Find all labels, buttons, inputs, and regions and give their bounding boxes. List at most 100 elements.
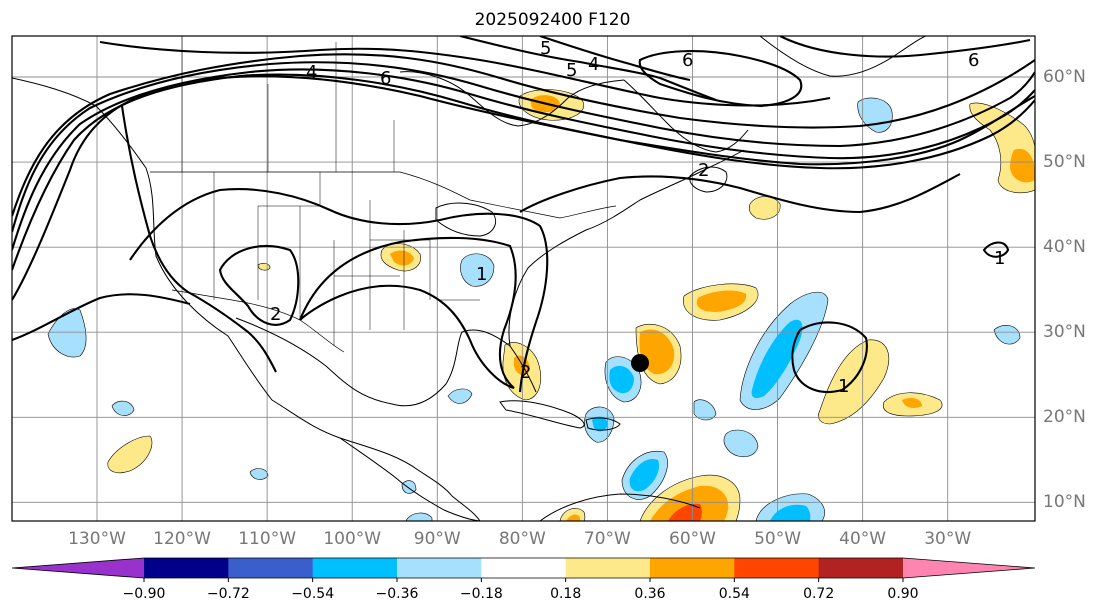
- anomaly-cool: [751, 319, 803, 398]
- latitude-label: 40°N: [1043, 237, 1086, 258]
- colorbar-segment: [228, 558, 314, 578]
- anomaly-cool: [592, 416, 608, 432]
- colorbar-segment: [650, 558, 735, 578]
- anomaly-warm: [748, 196, 781, 220]
- storm-position-marker: [631, 354, 649, 372]
- canada-provinces: [181, 36, 395, 172]
- anomaly-warm: [390, 250, 414, 266]
- anomaly-warm: [696, 290, 747, 312]
- contour-1-loop: [791, 321, 868, 393]
- contour-label: 2: [270, 304, 281, 325]
- anomaly-cool: [249, 468, 269, 480]
- anomaly-warm: [668, 503, 702, 521]
- anomaly-warm: [1010, 148, 1035, 183]
- map-frame: [11, 35, 1036, 522]
- greenland-coast: [759, 36, 927, 77]
- anomaly-warm: [650, 485, 729, 521]
- gulf-coast: [235, 317, 537, 407]
- contour-2-basin: [129, 188, 549, 393]
- latitude-label: 20°N: [1043, 407, 1086, 428]
- colorbar-segment: [818, 558, 904, 578]
- anomaly-warm: [107, 435, 153, 474]
- anomaly-cool: [993, 325, 1021, 345]
- colorbar-tick-label: −0.36: [375, 586, 419, 602]
- hudson-bay: [399, 71, 625, 127]
- contour-label: 1: [838, 376, 849, 397]
- contour-label: 4: [588, 54, 599, 75]
- contour-labels: 4 6 5 5 4 6 6 2 2 2 1 1 1: [270, 38, 1005, 397]
- anomaly-cool: [405, 512, 433, 521]
- contour-1-small: [982, 241, 1010, 258]
- contour-label: 6: [380, 68, 391, 89]
- anomaly-warm: [902, 398, 922, 408]
- colorbar-extend-high: [903, 558, 1035, 578]
- anomaly-warm: [566, 514, 580, 521]
- contour-label: 6: [968, 50, 979, 71]
- newfoundland: [689, 166, 728, 193]
- hispaniola: [585, 417, 621, 431]
- longitude-label: 40°W: [839, 529, 887, 549]
- coastlines: [12, 36, 927, 521]
- contour-lines: [12, 36, 1035, 393]
- state-lines: [213, 172, 480, 346]
- colorbar-tick-label: −0.54: [291, 586, 335, 602]
- colorbar-tick-label: 0.72: [803, 586, 835, 602]
- colorbar-tick-label: 0.18: [550, 586, 582, 602]
- longitude-label: 70°W: [583, 529, 631, 549]
- longitude-label: 130°W: [68, 529, 126, 549]
- great-lakes: [435, 202, 496, 237]
- contour-2-loop: [218, 245, 300, 326]
- anomaly-cool: [770, 504, 811, 521]
- longitude-label: 110°W: [238, 529, 297, 549]
- colorbar-tick-label: 0.54: [718, 586, 750, 602]
- colorbar-tick-label: 0.36: [634, 586, 666, 602]
- contour-2-loop: [299, 236, 517, 390]
- anomaly-cool: [111, 400, 135, 416]
- colorbar-tick-label: −0.72: [206, 586, 250, 602]
- anomaly-cool: [609, 365, 634, 394]
- colorbar-extend-low: [12, 558, 144, 578]
- colorbar-tick-label: −0.18: [459, 586, 503, 602]
- latitude-label: 10°N: [1043, 492, 1086, 513]
- anomaly-warm: [818, 339, 889, 425]
- contour-2-east: [519, 173, 961, 214]
- contour-label: 2: [520, 362, 531, 383]
- colorbar-segment: [144, 558, 229, 578]
- labrador-coast: [623, 79, 749, 153]
- anomaly-warm: [257, 263, 271, 271]
- anomaly-cool: [629, 458, 660, 492]
- contour-label: 1: [994, 248, 1005, 269]
- anomaly-cool: [447, 388, 473, 404]
- colorbar-segment: [312, 558, 398, 578]
- longitude-label: 50°W: [754, 529, 802, 549]
- colorbar-segment: [734, 558, 820, 578]
- latitude-label: 30°N: [1043, 322, 1086, 343]
- longitude-label: 120°W: [153, 529, 211, 549]
- south-america: [539, 493, 701, 521]
- longitude-label: 60°W: [669, 529, 716, 549]
- longitude-label: 30°W: [924, 529, 972, 549]
- us-canada-border: [150, 171, 617, 219]
- anomaly-cool: [723, 429, 759, 458]
- contour-6-loop: [638, 50, 803, 108]
- anomaly-cool: [460, 253, 495, 287]
- anomaly-shading: [47, 89, 1035, 521]
- contour-label: 6: [682, 50, 693, 71]
- contour-label: 4: [306, 62, 317, 83]
- colorbar-tick-label: −0.90: [122, 586, 166, 602]
- latitude-label: 50°N: [1043, 152, 1086, 173]
- east-coast: [508, 149, 745, 347]
- cuba: [499, 400, 585, 429]
- longitude-label: 100°W: [323, 529, 382, 549]
- anomaly-cool: [47, 308, 87, 358]
- colorbar-tick-label: 0.90: [887, 586, 919, 602]
- north-america-coastline: [12, 77, 481, 521]
- contour-label: 5: [566, 60, 577, 81]
- colorbar: [11, 557, 1036, 582]
- contour-label: 1: [476, 264, 487, 285]
- contour-label: 2: [698, 160, 709, 181]
- longitude-label: 80°W: [498, 529, 546, 549]
- colorbar-segment: [565, 558, 651, 578]
- latitude-label: 60°N: [1043, 67, 1086, 87]
